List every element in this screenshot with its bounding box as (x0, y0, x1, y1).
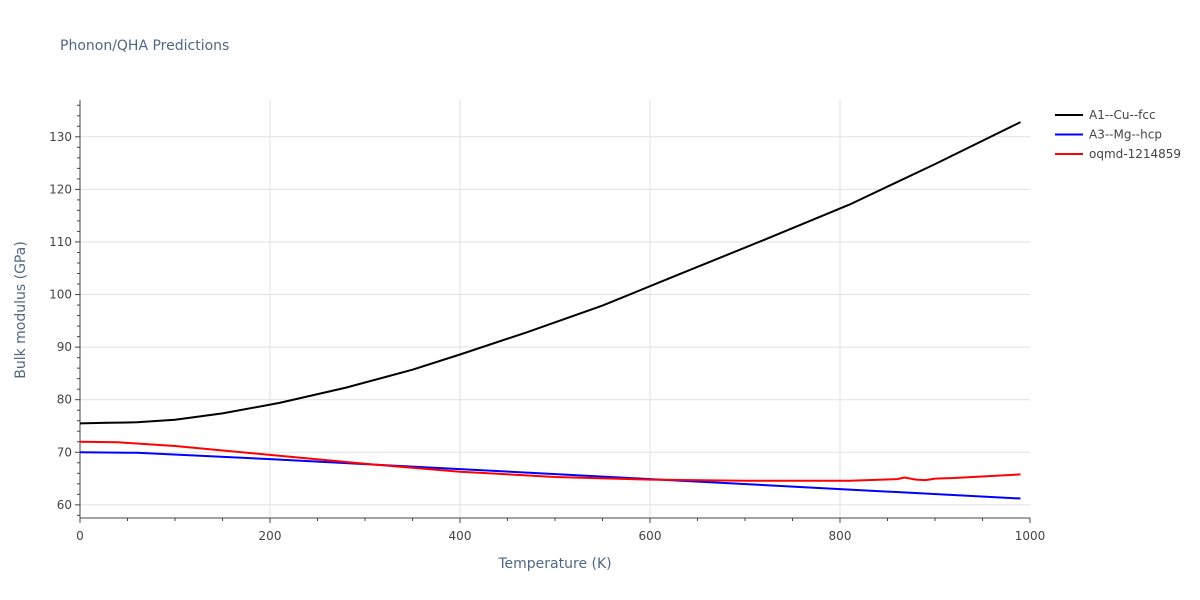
y-tick-label: 120 (49, 182, 72, 196)
legend-label-3: oqmd-1214859 (1089, 147, 1181, 161)
grid-lines (80, 100, 1030, 518)
y-axis-title: Bulk modulus (GPa) (13, 241, 29, 379)
legend-label-1: A1--Cu--fcc (1089, 108, 1156, 122)
y-tick-label: 70 (57, 445, 72, 459)
y-tick-label: 100 (49, 288, 72, 302)
y-axis-ticks: 60 70 80 90 100 110 120 130 (49, 104, 80, 516)
y-tick-label: 80 (57, 393, 72, 407)
series-line-3 (79, 440, 1021, 482)
y-tick-label: 90 (57, 340, 72, 354)
x-tick-label: 1000 (1015, 529, 1046, 543)
legend-label-2: A3--Mg--hcp (1089, 128, 1162, 142)
chart-title: Phonon/QHA Predictions (60, 38, 229, 54)
y-tick-label: 130 (49, 130, 72, 144)
series-line-1 (79, 121, 1021, 425)
x-tick-label: 400 (449, 529, 472, 543)
x-tick-label: 600 (639, 529, 662, 543)
x-tick-label: 0 (76, 529, 84, 543)
series-line-2 (79, 451, 1021, 500)
y-tick-label: 110 (49, 235, 72, 249)
series-layer (79, 121, 1021, 500)
x-tick-label: 200 (259, 529, 282, 543)
axes (79, 100, 1030, 519)
y-tick-label: 60 (57, 498, 72, 512)
x-axis-ticks: 0 200 400 600 800 1000 (76, 518, 1045, 543)
x-tick-label: 800 (829, 529, 852, 543)
legend: A1--Cu--fcc A3--Mg--hcp oqmd-1214859 (1055, 108, 1181, 161)
x-axis-title: Temperature (K) (497, 556, 611, 572)
